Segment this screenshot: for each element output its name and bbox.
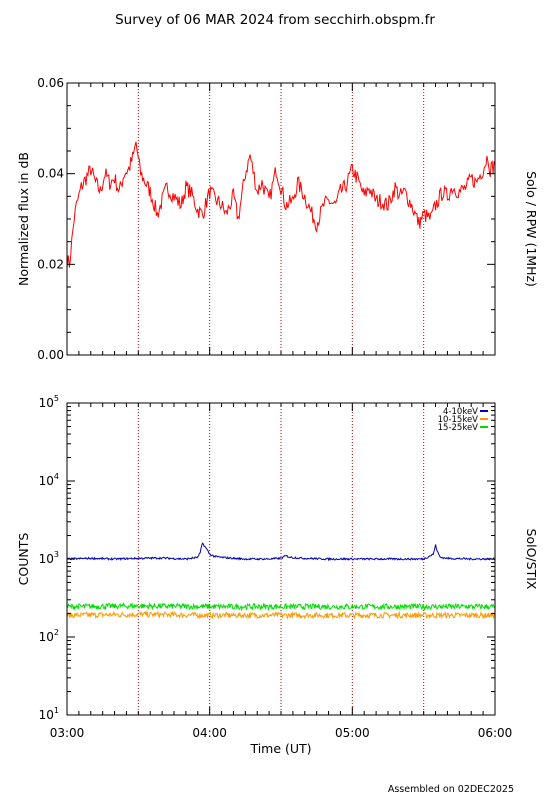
rpw-ticks xyxy=(66,82,496,356)
stix-x-axis-label: Time (UT) xyxy=(249,741,311,756)
stix-legend-label: 4-10keV xyxy=(443,407,478,417)
assembled-footer: Assembled on 02DEC2025 xyxy=(388,784,514,795)
rpw-grid xyxy=(137,83,425,355)
stix-panel: 101 102 103 104 105 03:00 04:00 05:00 06:00 4-1… xyxy=(16,394,539,756)
rpw-y-tick-labels: 0.00 0.02 0.04 0.06 xyxy=(37,76,64,362)
rpw-y-tick-label: 0.02 xyxy=(37,257,64,271)
stix-legend-label: 10-15keV xyxy=(438,415,479,425)
stix-series-lines xyxy=(66,542,496,620)
stix-y-tick-label: 101 xyxy=(39,706,59,722)
stix-x-tick-label: 06:00 xyxy=(478,726,513,740)
page-title: Survey of 06 MAR 2024 from secchirh.obsp… xyxy=(115,12,435,28)
stix-legend-label: 15-25keV xyxy=(438,423,479,433)
rpw-y-tick-label: 0.06 xyxy=(37,76,64,90)
stix-x-tick-labels: 03:00 04:00 05:00 06:00 xyxy=(50,726,513,740)
rpw-y-tick-label: 0.04 xyxy=(37,167,64,181)
rpw-y-axis-label: Normalized flux in dB xyxy=(16,152,31,286)
rpw-y-tick-label: 0.00 xyxy=(37,348,64,362)
stix-y-tick-label: 103 xyxy=(39,550,59,566)
stix-series-15-25keV xyxy=(66,601,496,612)
stix-ticks xyxy=(66,402,496,716)
stix-series-10-15keV xyxy=(66,609,496,620)
stix-y-tick-label: 102 xyxy=(39,628,59,644)
stix-y-tick-label: 104 xyxy=(39,472,59,488)
stix-series-4-10keV xyxy=(66,542,496,562)
stix-y-tick-labels: 101 102 103 104 105 xyxy=(39,394,59,722)
rpw-instrument-label: Solo / RPW (1MHz) xyxy=(524,171,539,287)
stix-x-tick-label: 05:00 xyxy=(335,726,370,740)
stix-x-tick-label: 04:00 xyxy=(192,726,227,740)
stix-y-tick-label: 105 xyxy=(39,394,59,410)
rpw-flux-line xyxy=(66,141,496,268)
stix-x-tick-label: 03:00 xyxy=(50,726,85,740)
stix-instrument-label: SolO/STIX xyxy=(524,529,539,590)
rpw-panel: 0.00 0.02 0.04 0.06 Normalized flux in dB S… xyxy=(16,76,539,362)
stix-y-axis-label: COUNTS xyxy=(16,533,31,586)
